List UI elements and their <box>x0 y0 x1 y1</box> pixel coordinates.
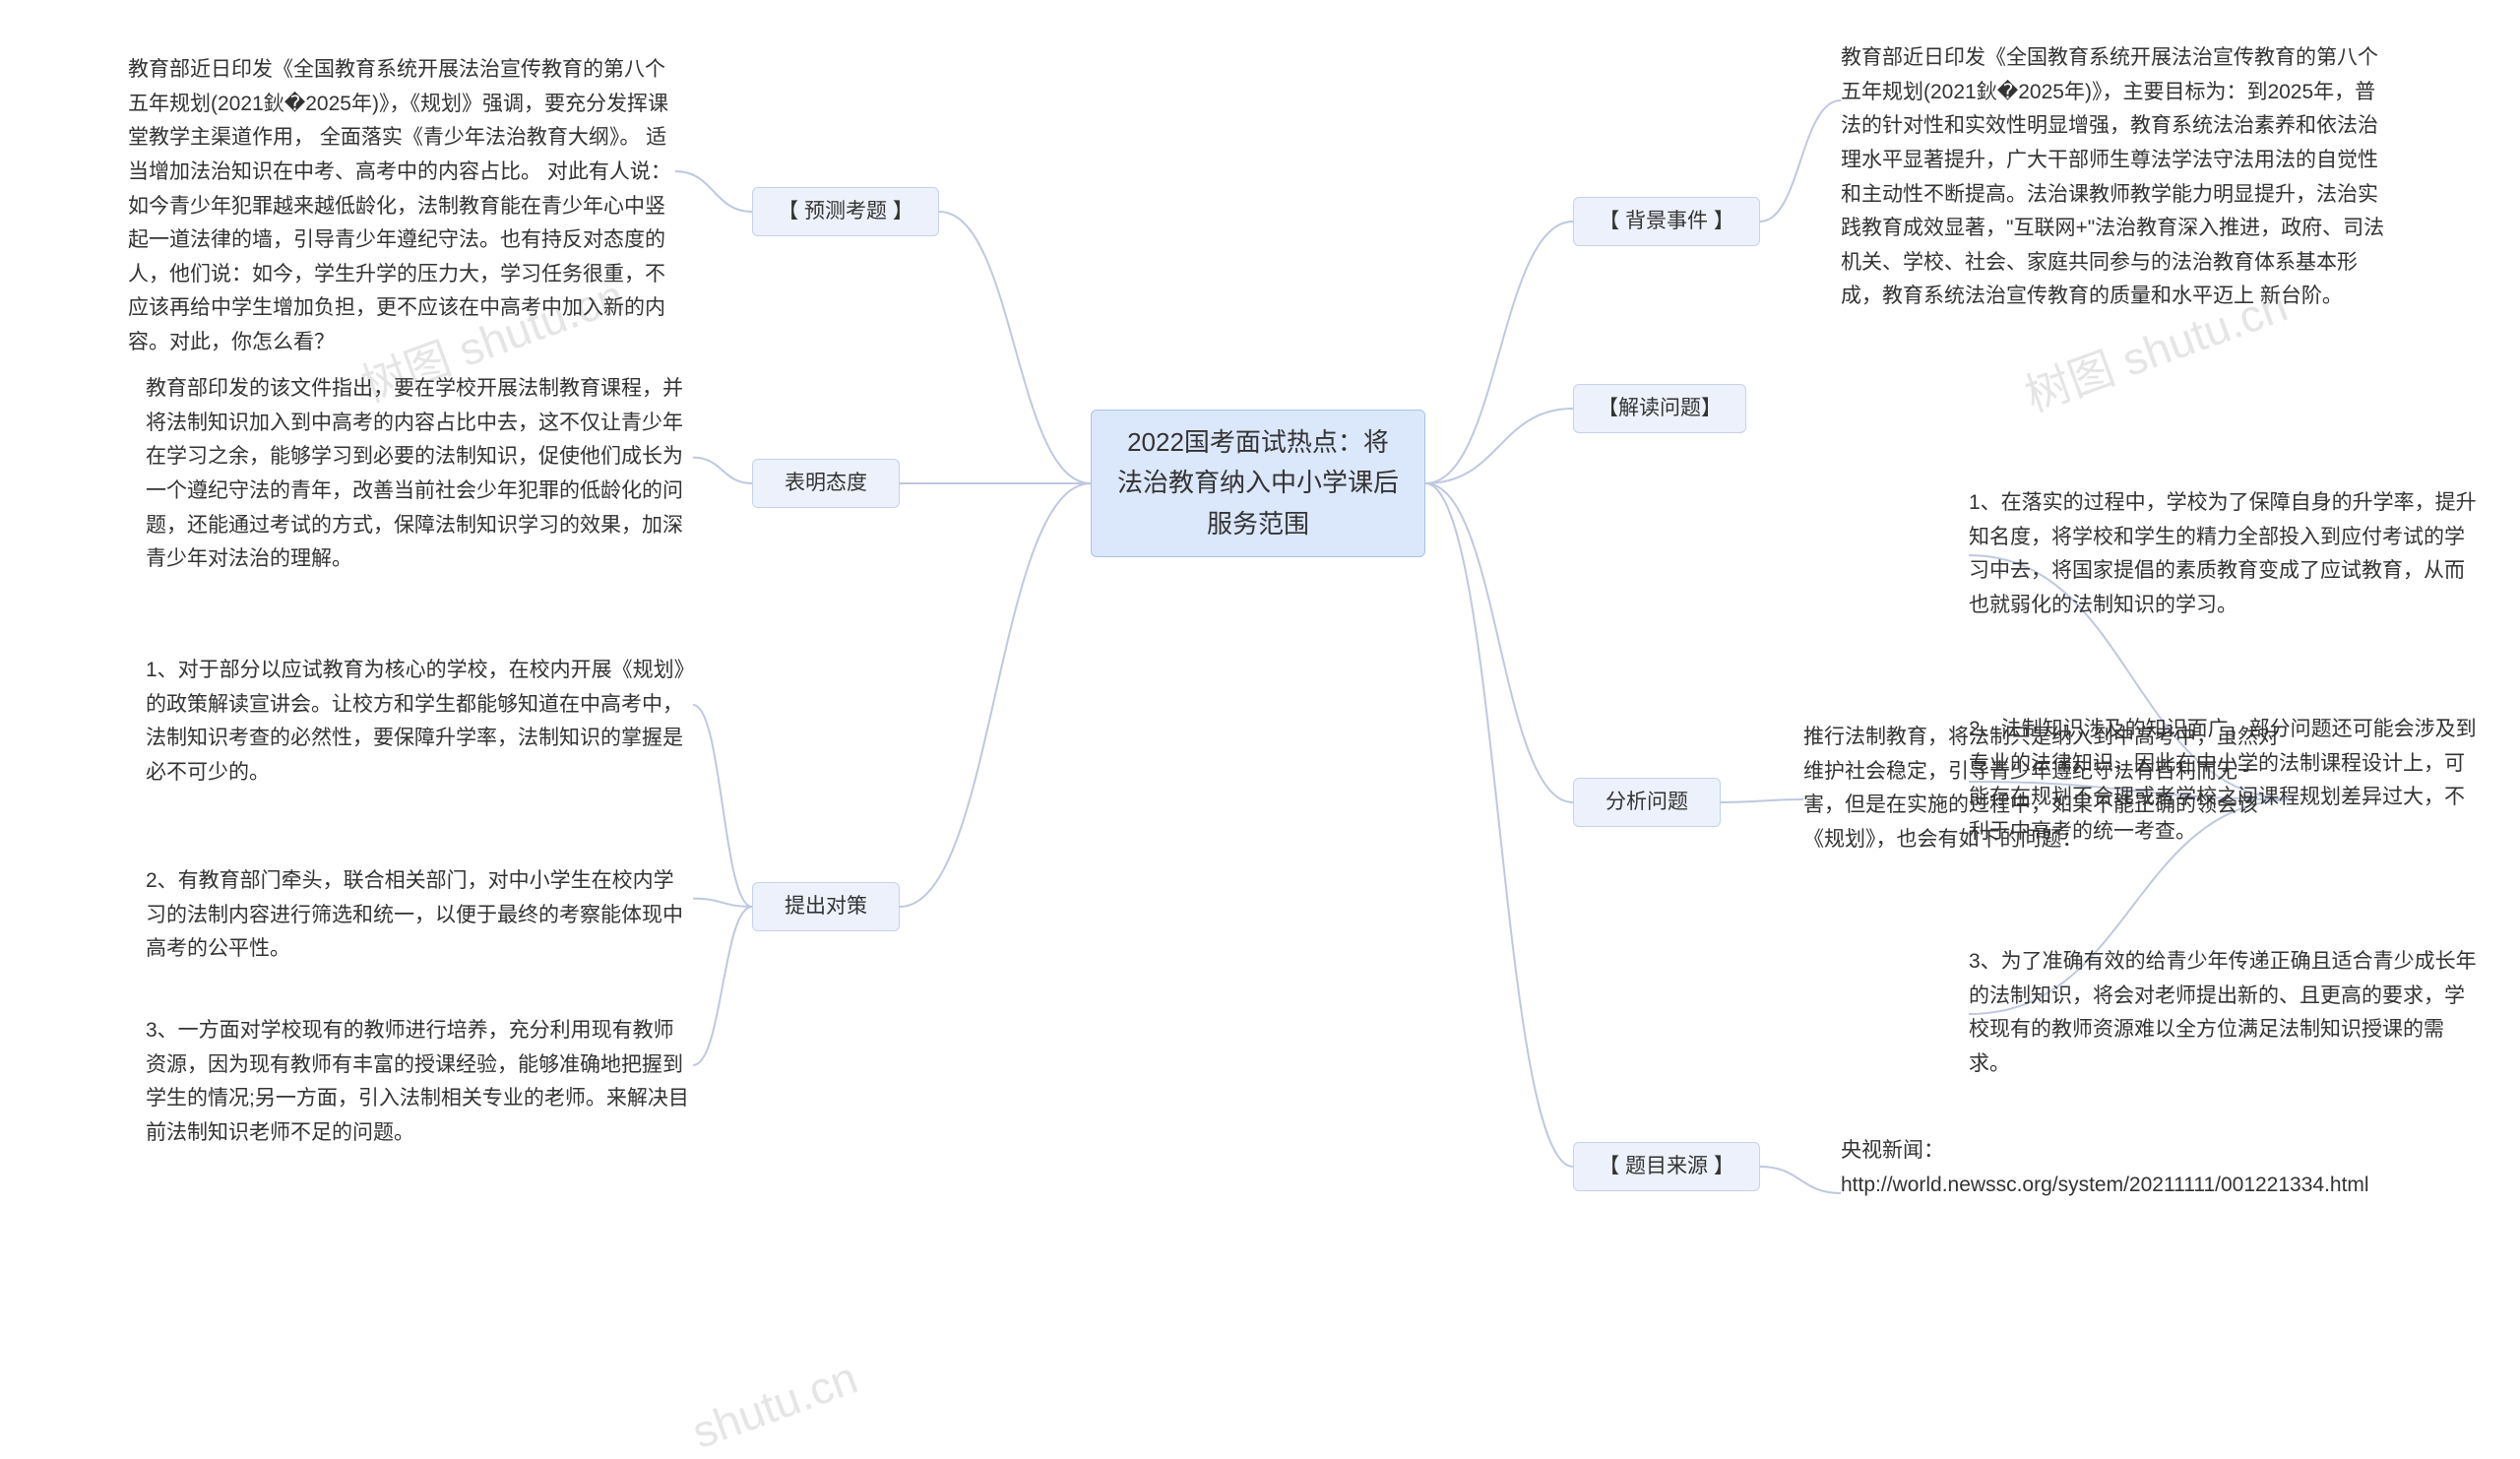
watermark: shutu.cn <box>685 1351 864 1459</box>
branch-interpret: 【解读问题】 <box>1573 384 1746 433</box>
root-node: 2022国考面试热点：将法治教育纳入中小学课后服务范围 <box>1091 410 1425 557</box>
branch-background: 【 背景事件 】 <box>1573 197 1760 246</box>
leaf-analyze-2: 3、为了准确有效的给青少年传递正确且适合青少成长年的法制知识，将会对老师提出新的… <box>1969 945 2481 1082</box>
leaf-analyze-1: 2、法制知识涉及的知识面广，部分问题还可能会涉及到专业的法律知识，因此在中小学的… <box>1969 713 2481 850</box>
leaf-attitude-0: 教育部印发的该文件指出，要在学校开展法制教育课程，并将法制知识加入到中高考的内容… <box>146 372 693 577</box>
leaf-solution-1: 2、有教育部门牵头，联合相关部门，对中小学生在校内学习的法制内容进行筛选和统一，… <box>146 864 693 967</box>
leaf-analyze-0: 1、在落实的过程中，学校为了保障自身的升学率，提升知名度，将学校和学生的精力全部… <box>1969 486 2481 623</box>
leaf-solution-2: 3、一方面对学校现有的教师进行培养，充分利用现有教师资源，因为现有教师有丰富的授… <box>146 1014 693 1151</box>
leaf-solution-0: 1、对于部分以应试教育为核心的学校，在校内开展《规划》的政策解读宣讲会。让校方和… <box>146 654 693 791</box>
branch-source: 【 题目来源 】 <box>1573 1142 1760 1191</box>
mindmap-canvas: 树图 shutu.cn树图 shutu.cnshutu.cn 2022国考面试热… <box>0 0 2520 1444</box>
branch-solution: 提出对策 <box>752 882 900 931</box>
leaf-source-0: 央视新闻：http://world.newssc.org/system/2021… <box>1841 1134 2353 1202</box>
leaf-predict-0: 教育部近日印发《全国教育系统开展法治宣传教育的第八个五年规划(2021鈥�202… <box>128 53 675 360</box>
leaf-background-0: 教育部近日印发《全国教育系统开展法治宣传教育的第八个五年规划(2021鈥�202… <box>1841 41 2396 314</box>
branch-attitude: 表明态度 <box>752 459 900 508</box>
branch-analyze: 分析问题 <box>1573 778 1721 827</box>
branch-predict: 【 预测考题 】 <box>752 187 939 236</box>
